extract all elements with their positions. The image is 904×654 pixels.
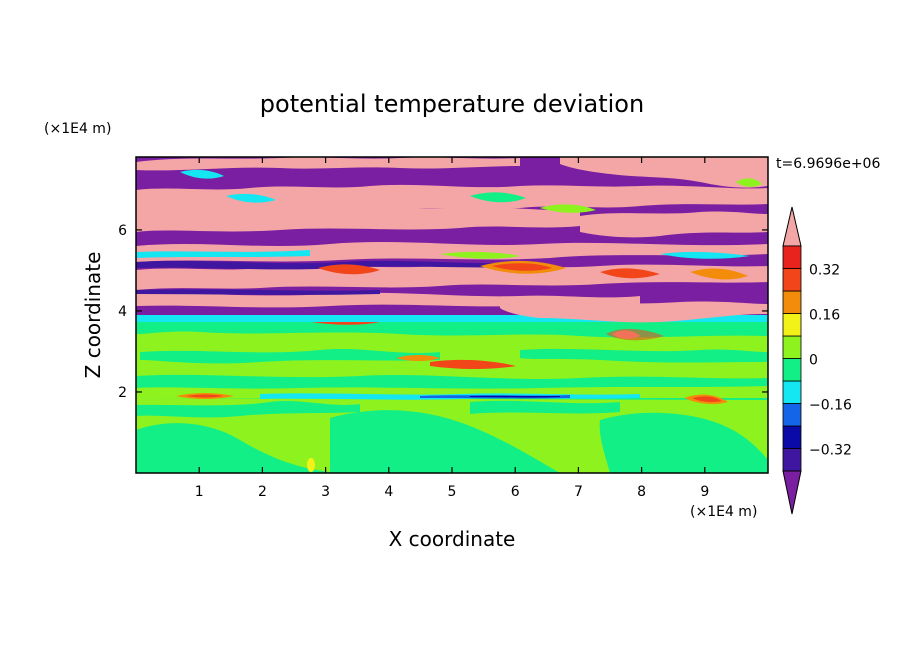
field-patch [136, 289, 380, 295]
field-spot [307, 458, 315, 472]
field-patch [470, 395, 560, 398]
colorbar-tick-label: 0.16 [809, 308, 840, 324]
colorbar-lower-extension [782, 470, 802, 515]
field-patch [560, 157, 768, 188]
field-patch [136, 184, 768, 214]
field-patch [226, 193, 276, 203]
field-patch [136, 204, 580, 232]
x-tick-label: 8 [637, 484, 646, 500]
middle-field [136, 312, 768, 405]
field-patch [600, 268, 660, 279]
colorbar-segment [782, 245, 802, 269]
field-patch [136, 250, 310, 258]
colorbar-segment [782, 403, 802, 427]
x-tick-label: 2 [258, 484, 267, 500]
field-patch [136, 401, 360, 418]
x-axis-ticks: 1 2 3 4 5 6 7 8 9 [195, 157, 709, 500]
time-label: t=6.9696e+06 [776, 156, 880, 172]
field-patch [599, 412, 768, 473]
colorbar: 0.32 0.16 0 −0.16 −0.32 [782, 206, 852, 515]
colorbar-tick-label: −0.16 [809, 398, 852, 414]
colorbar-segment [782, 380, 802, 404]
lower-field [136, 398, 768, 473]
field-patch [330, 410, 560, 473]
field-patch [136, 374, 768, 389]
field-patch [470, 400, 620, 414]
y-axis-label: Z coordinate [81, 252, 105, 379]
field-patch [186, 394, 224, 398]
x-tick-label: 6 [511, 484, 520, 500]
y-tick-label: 6 [118, 223, 127, 239]
x-tick-label: 7 [574, 484, 583, 500]
colorbar-upper-extension [782, 206, 802, 247]
plot-area [136, 157, 768, 473]
colorbar-segment [782, 268, 802, 292]
field-patch [580, 211, 768, 238]
field-patch [736, 178, 762, 187]
field-patch [606, 328, 664, 341]
y-unit-label: (×1E4 m) [44, 121, 111, 137]
colorbar-tick-label: 0.32 [809, 263, 840, 279]
field-patch [500, 301, 768, 323]
field-patch [136, 242, 768, 262]
x-tick-label: 5 [448, 484, 457, 500]
colorbar-segment [782, 335, 802, 359]
x-tick-label: 1 [195, 484, 204, 500]
x-tick-label: 9 [700, 484, 709, 500]
x-unit-label: (×1E4 m) [690, 504, 757, 520]
colorbar-segment [782, 425, 802, 449]
colorbar-segment [782, 358, 802, 382]
x-tick-label: 4 [384, 484, 393, 500]
field-patch [136, 157, 768, 315]
y-tick-label: 4 [118, 304, 127, 320]
colorbar-tick-label: 0 [809, 353, 818, 369]
field-patch [492, 263, 552, 271]
colorbar-tick-label: −0.32 [809, 443, 852, 459]
x-tick-label: 3 [321, 484, 330, 500]
y-axis-ticks: 2 4 6 [118, 223, 768, 401]
field-patch [690, 268, 748, 280]
field-patch [140, 349, 440, 364]
field-patch [470, 192, 526, 203]
colorbar-segment [782, 448, 802, 472]
y-tick-label: 2 [118, 385, 127, 401]
field-patch [396, 355, 440, 361]
field-patch [318, 264, 380, 275]
colorbar-segment [782, 290, 802, 314]
field-patch [180, 169, 224, 179]
field-patch [520, 348, 768, 363]
field-patch [660, 251, 750, 259]
x-axis-label: X coordinate [389, 527, 516, 551]
field-patch [430, 359, 516, 369]
field-patch [540, 204, 596, 213]
chart-title: potential temperature deviation [260, 90, 644, 118]
upper-field [136, 157, 768, 323]
field-patch [136, 423, 340, 473]
field-patch [440, 251, 520, 259]
colorbar-segment [782, 313, 802, 337]
field-patch [692, 396, 722, 402]
field-patch [136, 157, 520, 171]
